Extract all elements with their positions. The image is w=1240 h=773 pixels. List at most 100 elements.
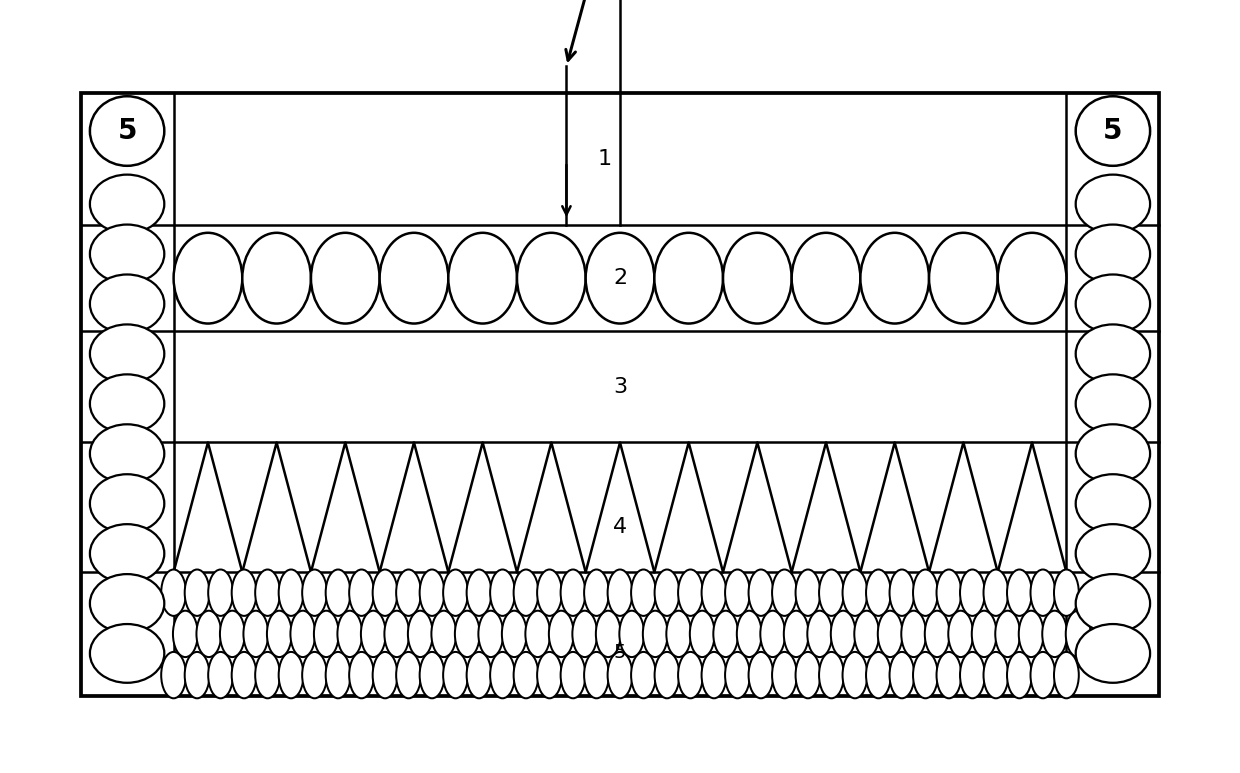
Ellipse shape (619, 611, 644, 657)
Ellipse shape (723, 233, 791, 324)
Ellipse shape (737, 611, 761, 657)
Ellipse shape (560, 570, 585, 616)
Ellipse shape (678, 570, 703, 616)
Ellipse shape (279, 570, 304, 616)
Bar (81, 93, 1159, 696)
Ellipse shape (449, 233, 517, 324)
Ellipse shape (89, 474, 164, 533)
Ellipse shape (432, 611, 456, 657)
Ellipse shape (526, 611, 551, 657)
Ellipse shape (185, 570, 210, 616)
Ellipse shape (232, 570, 257, 616)
Text: 4: 4 (613, 516, 627, 536)
Ellipse shape (1054, 570, 1079, 616)
Ellipse shape (584, 570, 609, 616)
Text: 3: 3 (613, 376, 627, 397)
Ellipse shape (89, 374, 164, 433)
Ellipse shape (208, 570, 233, 616)
Ellipse shape (490, 652, 515, 698)
Ellipse shape (89, 524, 164, 583)
Ellipse shape (996, 611, 1021, 657)
Ellipse shape (490, 570, 515, 616)
Text: 2: 2 (613, 268, 627, 288)
Ellipse shape (796, 570, 821, 616)
Ellipse shape (831, 611, 856, 657)
Ellipse shape (89, 325, 164, 383)
Ellipse shape (232, 652, 257, 698)
Ellipse shape (243, 611, 268, 657)
Ellipse shape (1076, 274, 1151, 333)
Ellipse shape (303, 570, 327, 616)
Ellipse shape (350, 570, 374, 616)
Ellipse shape (796, 652, 821, 698)
Ellipse shape (936, 652, 961, 698)
Ellipse shape (314, 611, 339, 657)
Ellipse shape (749, 570, 774, 616)
Ellipse shape (702, 652, 727, 698)
Ellipse shape (196, 611, 221, 657)
Ellipse shape (1076, 374, 1151, 433)
Ellipse shape (89, 424, 164, 483)
Ellipse shape (773, 570, 797, 616)
Ellipse shape (889, 570, 914, 616)
Ellipse shape (1030, 570, 1055, 616)
Ellipse shape (161, 652, 186, 698)
Ellipse shape (725, 652, 750, 698)
Ellipse shape (479, 611, 503, 657)
Ellipse shape (784, 611, 808, 657)
Ellipse shape (791, 233, 861, 324)
Ellipse shape (513, 570, 538, 616)
Ellipse shape (842, 570, 867, 616)
Ellipse shape (513, 652, 538, 698)
Ellipse shape (666, 611, 691, 657)
Ellipse shape (161, 570, 186, 616)
Ellipse shape (255, 570, 280, 616)
Ellipse shape (350, 652, 374, 698)
Text: 5: 5 (118, 117, 136, 145)
Ellipse shape (219, 611, 244, 657)
Ellipse shape (854, 611, 879, 657)
Ellipse shape (929, 233, 998, 324)
Ellipse shape (913, 652, 937, 698)
Ellipse shape (1076, 624, 1151, 683)
Ellipse shape (749, 652, 774, 698)
Ellipse shape (172, 611, 197, 657)
Ellipse shape (502, 611, 527, 657)
Ellipse shape (1076, 325, 1151, 383)
Ellipse shape (279, 652, 304, 698)
Ellipse shape (998, 233, 1066, 324)
Ellipse shape (820, 570, 844, 616)
Ellipse shape (773, 652, 797, 698)
Ellipse shape (702, 570, 727, 616)
Ellipse shape (384, 611, 409, 657)
Ellipse shape (1007, 652, 1032, 698)
Ellipse shape (537, 570, 562, 616)
Ellipse shape (1076, 175, 1151, 233)
Ellipse shape (678, 652, 703, 698)
Ellipse shape (1054, 652, 1079, 698)
Ellipse shape (983, 652, 1008, 698)
Ellipse shape (326, 652, 351, 698)
Ellipse shape (1076, 574, 1151, 633)
Ellipse shape (373, 570, 398, 616)
Ellipse shape (1076, 524, 1151, 583)
Ellipse shape (807, 611, 832, 657)
Ellipse shape (631, 570, 656, 616)
Text: 5: 5 (1104, 117, 1122, 145)
Ellipse shape (596, 611, 621, 657)
Ellipse shape (642, 611, 667, 657)
Ellipse shape (466, 652, 491, 698)
Text: 5: 5 (614, 643, 626, 662)
Ellipse shape (655, 233, 723, 324)
Ellipse shape (89, 96, 164, 165)
Ellipse shape (585, 233, 655, 324)
Ellipse shape (337, 611, 362, 657)
Ellipse shape (560, 652, 585, 698)
Ellipse shape (972, 611, 997, 657)
Ellipse shape (255, 652, 280, 698)
Ellipse shape (983, 570, 1008, 616)
Ellipse shape (866, 570, 890, 616)
Ellipse shape (455, 611, 480, 657)
Ellipse shape (537, 652, 562, 698)
Ellipse shape (89, 624, 164, 683)
